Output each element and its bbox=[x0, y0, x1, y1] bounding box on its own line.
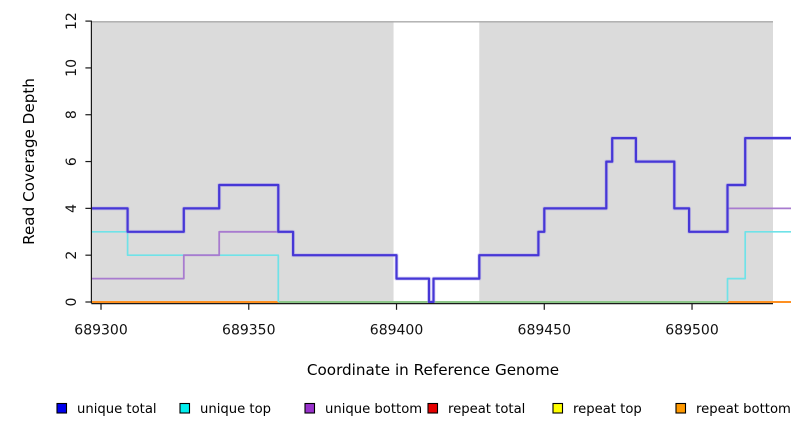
x-tick-label-689350: 689350 bbox=[222, 323, 275, 339]
legend-label-unique-bottom: unique bottom bbox=[325, 402, 422, 417]
legend-label-unique-top: unique top bbox=[200, 402, 271, 417]
y-tick-label-6: 6 bbox=[64, 157, 80, 166]
y-tick-label-4: 4 bbox=[64, 204, 80, 213]
legend-swatch-repeat-total bbox=[427, 402, 439, 414]
highlight-band bbox=[393, 21, 480, 303]
legend-label-repeat-total: repeat total bbox=[448, 402, 525, 417]
series-line-unique-total bbox=[92, 137, 791, 304]
y-axis-title: Read Coverage Depth bbox=[20, 78, 38, 245]
legend-label-repeat-bottom: repeat bottom bbox=[696, 402, 791, 417]
x-tick-label-689400: 689400 bbox=[370, 323, 423, 339]
legend-swatch-repeat-bottom bbox=[675, 402, 687, 414]
y-tick-label-8: 8 bbox=[64, 110, 80, 119]
legend-swatch-repeat-top bbox=[552, 402, 564, 414]
x-tick-label-689300: 689300 bbox=[74, 323, 127, 339]
x-tick-label-689450: 689450 bbox=[518, 323, 571, 339]
series-line-unique-top-1 bbox=[726, 230, 791, 302]
legend-label-unique-total: unique total bbox=[77, 402, 157, 417]
y-tick-label-2: 2 bbox=[64, 251, 80, 260]
y-tick-label-10: 10 bbox=[64, 59, 80, 77]
y-tick-label-0: 0 bbox=[64, 298, 80, 307]
y-tick-label-12: 12 bbox=[64, 12, 80, 30]
x-axis-title: Coordinate in Reference Genome bbox=[307, 361, 559, 379]
legend-swatch-unique-total bbox=[56, 402, 68, 414]
series-line-unique-top bbox=[92, 230, 280, 302]
legend-swatch-unique-top bbox=[179, 402, 191, 414]
x-tick-label-689500: 689500 bbox=[665, 323, 718, 339]
legend-swatch-unique-bottom bbox=[304, 402, 316, 414]
legend-label-repeat-top: repeat top bbox=[573, 402, 642, 417]
